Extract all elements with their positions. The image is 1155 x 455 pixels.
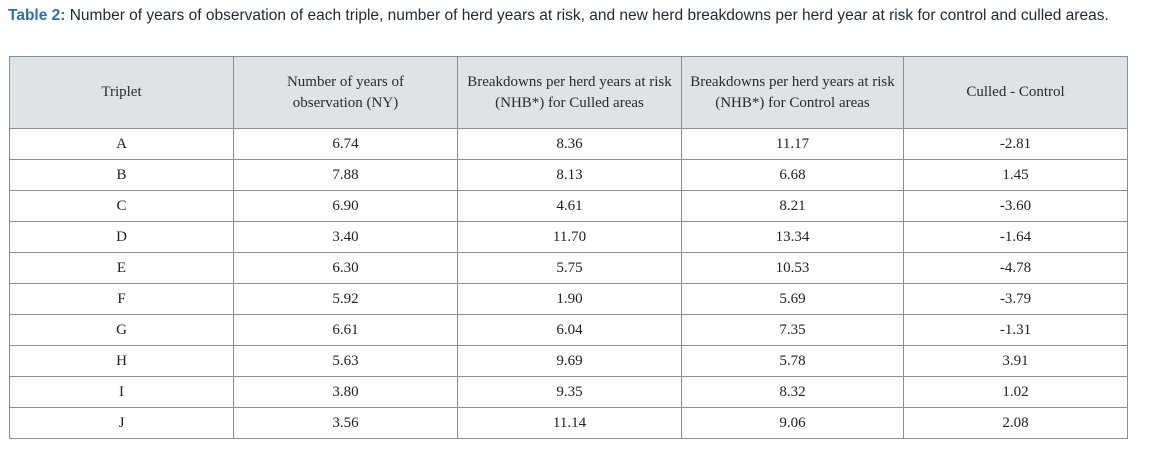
cell-culled-breakdowns: 6.04 — [457, 314, 682, 346]
cell-triplet: G — [9, 314, 234, 346]
cell-culled-breakdowns: 9.35 — [457, 376, 682, 408]
cell-culled-breakdowns: 5.75 — [457, 252, 682, 284]
header-difference: Culled - Control — [903, 56, 1128, 129]
cell-triplet: B — [9, 159, 234, 191]
table-row: I 3.80 9.35 8.32 1.02 — [9, 376, 1128, 408]
cell-difference: 1.45 — [903, 159, 1128, 191]
cell-culled-breakdowns: 4.61 — [457, 190, 682, 222]
header-row: Triplet Number of years of observation (… — [9, 56, 1128, 129]
caption-label: Table 2: — [8, 7, 66, 24]
cell-triplet: D — [9, 221, 234, 253]
cell-years-observation: 5.63 — [233, 345, 458, 377]
cell-years-observation: 3.56 — [233, 407, 458, 439]
table-row: E 6.30 5.75 10.53 -4.78 — [9, 252, 1128, 284]
cell-difference: 1.02 — [903, 376, 1128, 408]
cell-difference: -1.31 — [903, 314, 1128, 346]
cell-years-observation: 6.74 — [233, 128, 458, 160]
cell-difference: -1.64 — [903, 221, 1128, 253]
cell-difference: -3.79 — [903, 283, 1128, 315]
cell-culled-breakdowns: 8.13 — [457, 159, 682, 191]
cell-control-breakdowns: 8.21 — [681, 190, 904, 222]
cell-control-breakdowns: 11.17 — [681, 128, 904, 160]
cell-triplet: F — [9, 283, 234, 315]
cell-triplet: C — [9, 190, 234, 222]
cell-culled-breakdowns: 9.69 — [457, 345, 682, 377]
header-control-breakdowns: Breakdowns per herd years at risk (NHB*)… — [681, 56, 904, 129]
cell-triplet: J — [9, 407, 234, 439]
table-row: D 3.40 11.70 13.34 -1.64 — [9, 221, 1128, 253]
cell-control-breakdowns: 8.32 — [681, 376, 904, 408]
cell-years-observation: 6.61 — [233, 314, 458, 346]
cell-difference: -3.60 — [903, 190, 1128, 222]
cell-years-observation: 3.40 — [233, 221, 458, 253]
cell-triplet: H — [9, 345, 234, 377]
cell-triplet: I — [9, 376, 234, 408]
table-row: H 5.63 9.69 5.78 3.91 — [9, 345, 1128, 377]
cell-culled-breakdowns: 8.36 — [457, 128, 682, 160]
cell-difference: 2.08 — [903, 407, 1128, 439]
cell-years-observation: 3.80 — [233, 376, 458, 408]
cell-culled-breakdowns: 1.90 — [457, 283, 682, 315]
cell-control-breakdowns: 5.78 — [681, 345, 904, 377]
cell-difference: -4.78 — [903, 252, 1128, 284]
cell-years-observation: 6.30 — [233, 252, 458, 284]
cell-control-breakdowns: 9.06 — [681, 407, 904, 439]
table-caption: Table 2: Number of years of observation … — [8, 6, 1138, 26]
cell-control-breakdowns: 5.69 — [681, 283, 904, 315]
cell-triplet: A — [9, 128, 234, 160]
table-row: B 7.88 8.13 6.68 1.45 — [9, 159, 1128, 191]
header-years-observation: Number of years of observation (NY) — [233, 56, 458, 129]
cell-difference: 3.91 — [903, 345, 1128, 377]
table-row: G 6.61 6.04 7.35 -1.31 — [9, 314, 1128, 346]
table-row: F 5.92 1.90 5.69 -3.79 — [9, 283, 1128, 315]
cell-control-breakdowns: 13.34 — [681, 221, 904, 253]
caption-text: Number of years of observation of each t… — [65, 7, 1109, 24]
cell-control-breakdowns: 10.53 — [681, 252, 904, 284]
header-triplet: Triplet — [9, 56, 234, 129]
cell-culled-breakdowns: 11.14 — [457, 407, 682, 439]
cell-control-breakdowns: 6.68 — [681, 159, 904, 191]
table-row: J 3.56 11.14 9.06 2.08 — [9, 407, 1128, 439]
cell-years-observation: 5.92 — [233, 283, 458, 315]
cell-years-observation: 6.90 — [233, 190, 458, 222]
table-row: C 6.90 4.61 8.21 -3.60 — [9, 190, 1128, 222]
cell-triplet: E — [9, 252, 234, 284]
cell-difference: -2.81 — [903, 128, 1128, 160]
cell-control-breakdowns: 7.35 — [681, 314, 904, 346]
header-culled-breakdowns: Breakdowns per herd years at risk (NHB*)… — [457, 56, 682, 129]
cell-years-observation: 7.88 — [233, 159, 458, 191]
cell-culled-breakdowns: 11.70 — [457, 221, 682, 253]
data-table: Triplet Number of years of observation (… — [9, 56, 1128, 439]
table-row: A 6.74 8.36 11.17 -2.81 — [9, 128, 1128, 160]
